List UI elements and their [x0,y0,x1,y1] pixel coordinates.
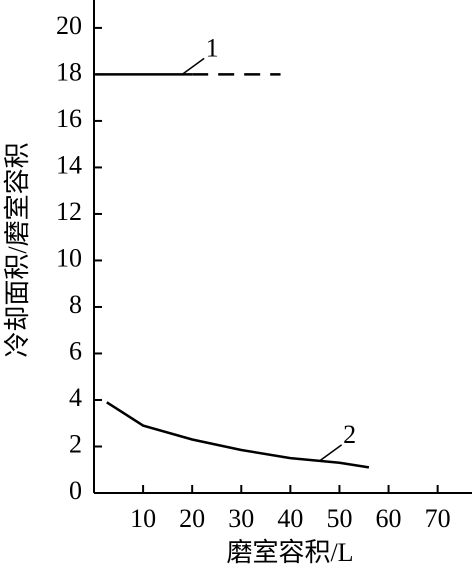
y-tick-label: 0 [69,476,82,505]
y-tick-label: 12 [56,197,82,226]
y-tick-label: 10 [56,243,82,272]
y-tick-label: 14 [56,150,82,179]
x-tick-label: 70 [425,504,451,533]
x-tick-label: 20 [179,504,205,533]
x-tick-label: 40 [277,504,303,533]
x-tick-label: 60 [376,504,402,533]
leader-line [181,57,205,76]
y-tick-label: 20 [56,11,82,40]
x-tick-label: 30 [228,504,254,533]
x-tick-label: 10 [130,504,156,533]
y-tick-label: 6 [69,336,82,365]
y-tick-label: 8 [69,290,82,319]
leader-line [319,444,343,462]
series-label: 1 [206,33,219,62]
y-tick-label: 18 [56,57,82,86]
y-tick-label: 4 [69,383,82,412]
y-tick-label: 2 [69,429,82,458]
y-axis-label: 冷却面积/磨室容积 [3,142,32,357]
line [106,401,370,469]
x-axis-label: 磨室容积/L [226,538,353,567]
series-label: 2 [343,420,356,449]
x-tick-label: 50 [326,504,352,533]
y-tick-label: 16 [56,104,82,133]
